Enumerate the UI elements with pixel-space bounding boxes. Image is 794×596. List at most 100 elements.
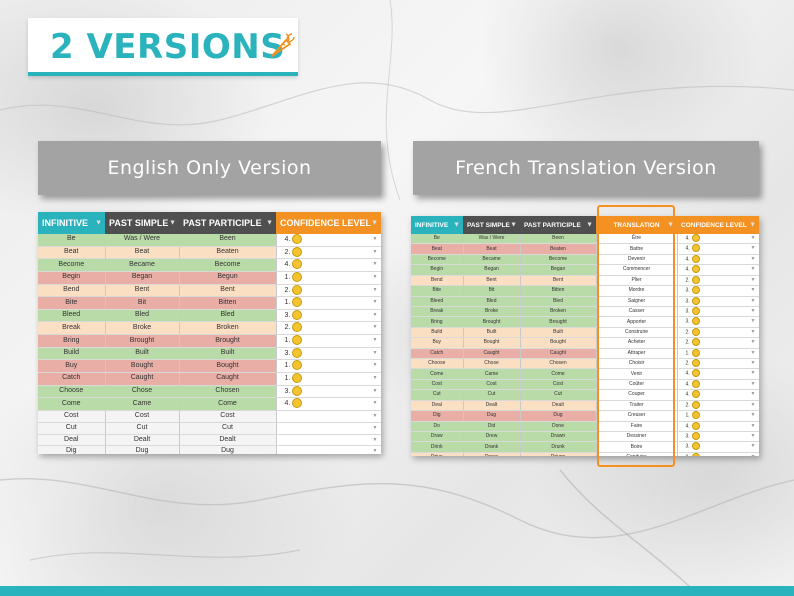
confidence-cell[interactable]: 4. ▼: [276, 258, 381, 272]
confidence-cell[interactable]: 4. ▼: [677, 379, 759, 391]
header-past-simple[interactable]: PAST SIMPLE ▼: [105, 212, 179, 234]
dropdown-arrow-icon[interactable]: ▼: [750, 360, 756, 367]
infinitive-cell[interactable]: Buy: [38, 359, 106, 374]
past-simple-cell[interactable]: Drew: [463, 431, 521, 443]
past-simple-cell[interactable]: Chose: [463, 358, 521, 370]
filter-icon[interactable]: ▼: [95, 219, 102, 227]
past-simple-cell[interactable]: Was / Were: [105, 234, 180, 247]
translation-cell[interactable]: Devenir: [596, 254, 678, 266]
past-participle-cell[interactable]: Built: [520, 327, 597, 339]
past-participle-cell[interactable]: Beaten: [520, 243, 597, 255]
infinitive-cell[interactable]: Choose: [38, 385, 106, 399]
past-simple-cell[interactable]: Broke: [463, 306, 521, 318]
dropdown-arrow-icon[interactable]: ▼: [372, 400, 378, 407]
past-participle-cell[interactable]: Come: [179, 397, 277, 411]
filter-icon[interactable]: ▼: [510, 221, 517, 229]
dropdown-arrow-icon[interactable]: ▼: [750, 318, 756, 325]
past-simple-cell[interactable]: Cut: [105, 422, 180, 435]
dropdown-arrow-icon[interactable]: ▼: [372, 236, 378, 242]
past-participle-cell[interactable]: Been: [179, 234, 277, 247]
infinitive-cell[interactable]: Bite: [411, 285, 464, 297]
past-simple-cell[interactable]: Became: [463, 254, 521, 266]
past-simple-cell[interactable]: Bled: [105, 309, 180, 323]
confidence-cell[interactable]: 3. ▼: [677, 431, 759, 443]
past-participle-cell[interactable]: Drawn: [520, 431, 597, 443]
past-simple-cell[interactable]: Came: [463, 368, 521, 380]
infinitive-cell[interactable]: Build: [411, 327, 464, 339]
infinitive-cell[interactable]: Deal: [38, 434, 106, 447]
dropdown-arrow-icon[interactable]: ▼: [372, 248, 378, 255]
past-participle-cell[interactable]: Broken: [179, 321, 277, 336]
confidence-cell[interactable]: 1. ▼: [276, 271, 381, 285]
past-participle-cell[interactable]: Driven: [520, 452, 597, 456]
past-participle-cell[interactable]: Began: [520, 264, 597, 276]
confidence-cell[interactable]: ▼: [276, 410, 381, 423]
dropdown-arrow-icon[interactable]: ▼: [372, 362, 378, 369]
dropdown-arrow-icon[interactable]: ▼: [750, 433, 756, 440]
infinitive-cell[interactable]: Bleed: [38, 309, 106, 323]
header-past-simple[interactable]: PAST SIMPLE ▼: [463, 216, 520, 234]
past-participle-cell[interactable]: Dug: [520, 410, 597, 422]
translation-cell[interactable]: Traiter: [596, 400, 678, 412]
translation-cell[interactable]: Apporter: [596, 316, 678, 328]
header-confidence-level[interactable]: CONFIDENCE LEVEL ▼: [276, 212, 381, 234]
past-participle-cell[interactable]: Cost: [179, 410, 277, 423]
dropdown-arrow-icon[interactable]: ▼: [750, 307, 756, 314]
past-simple-cell[interactable]: Bent: [463, 275, 521, 287]
infinitive-cell[interactable]: Dig: [38, 445, 106, 454]
dropdown-arrow-icon[interactable]: ▼: [750, 412, 756, 419]
dropdown-arrow-icon[interactable]: ▼: [372, 375, 378, 382]
past-participle-cell[interactable]: Brought: [179, 334, 277, 348]
past-simple-cell[interactable]: Built: [463, 327, 521, 339]
filter-icon[interactable]: ▼: [266, 219, 273, 227]
confidence-cell[interactable]: 2. ▼: [677, 275, 759, 287]
infinitive-cell[interactable]: Begin: [38, 271, 106, 285]
past-simple-cell[interactable]: Drove: [463, 452, 521, 456]
confidence-cell[interactable]: 4. ▼: [677, 389, 759, 401]
past-participle-cell[interactable]: Built: [179, 347, 277, 361]
past-participle-cell[interactable]: Cost: [520, 379, 597, 391]
infinitive-cell[interactable]: Become: [411, 254, 464, 266]
dropdown-arrow-icon[interactable]: ▼: [750, 370, 756, 377]
infinitive-cell[interactable]: Come: [411, 368, 464, 380]
translation-cell[interactable]: Couper: [596, 389, 678, 401]
translation-cell[interactable]: Acheter: [596, 337, 678, 349]
dropdown-arrow-icon[interactable]: ▼: [750, 339, 756, 346]
translation-cell[interactable]: Conduire: [596, 452, 678, 456]
translation-cell[interactable]: Être: [596, 234, 678, 245]
translation-cell[interactable]: Dessiner: [596, 431, 678, 443]
past-simple-cell[interactable]: Became: [105, 258, 180, 272]
infinitive-cell[interactable]: Be: [38, 234, 106, 247]
confidence-cell[interactable]: 4. ▼: [677, 264, 759, 276]
confidence-cell[interactable]: ▼: [276, 434, 381, 447]
past-participle-cell[interactable]: Bent: [179, 284, 277, 298]
past-participle-cell[interactable]: Caught: [520, 348, 597, 360]
dropdown-arrow-icon[interactable]: ▼: [372, 273, 378, 280]
past-participle-cell[interactable]: Come: [520, 368, 597, 380]
confidence-cell[interactable]: 2. ▼: [677, 337, 759, 349]
infinitive-cell[interactable]: Cost: [411, 379, 464, 391]
past-participle-cell[interactable]: Become: [520, 254, 597, 266]
past-participle-cell[interactable]: Begun: [179, 271, 277, 285]
past-simple-cell[interactable]: Dealt: [463, 400, 521, 412]
confidence-cell[interactable]: 3. ▼: [276, 309, 381, 323]
dropdown-arrow-icon[interactable]: ▼: [372, 387, 378, 394]
past-participle-cell[interactable]: Bent: [520, 275, 597, 287]
filter-icon[interactable]: ▼: [586, 221, 593, 229]
dropdown-arrow-icon[interactable]: ▼: [372, 286, 378, 293]
dropdown-arrow-icon[interactable]: ▼: [372, 424, 378, 431]
confidence-cell[interactable]: 2. ▼: [276, 321, 381, 336]
dropdown-arrow-icon[interactable]: ▼: [751, 453, 756, 456]
past-simple-cell[interactable]: Bled: [463, 296, 521, 307]
past-simple-cell[interactable]: Brought: [463, 316, 521, 328]
dropdown-arrow-icon[interactable]: ▼: [372, 311, 378, 318]
translation-cell[interactable]: Construire: [596, 327, 678, 339]
past-participle-cell[interactable]: Cut: [179, 422, 277, 435]
past-participle-cell[interactable]: Cut: [520, 389, 597, 401]
confidence-cell[interactable]: 3. ▼: [276, 385, 381, 399]
past-simple-cell[interactable]: Bought: [463, 337, 521, 349]
past-participle-cell[interactable]: Beaten: [179, 246, 277, 260]
past-simple-cell[interactable]: Drank: [463, 441, 521, 453]
past-simple-cell[interactable]: Beat: [105, 246, 180, 260]
infinitive-cell[interactable]: Do: [411, 421, 464, 433]
